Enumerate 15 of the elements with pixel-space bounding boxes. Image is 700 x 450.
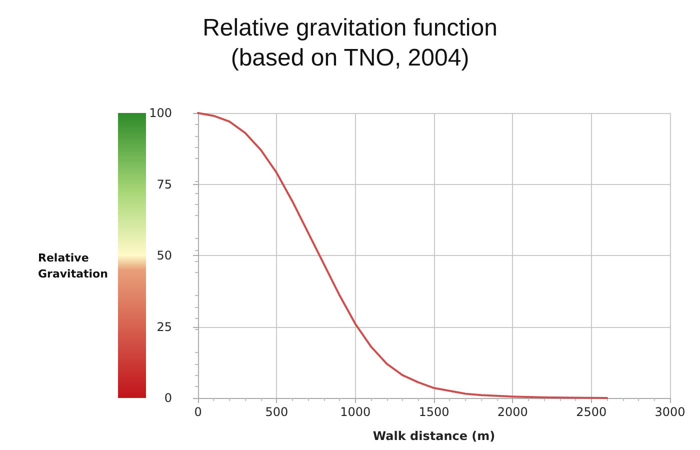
x-tick-label: 0: [194, 405, 202, 419]
x-tick-label: 1500: [418, 405, 450, 419]
y-tick-label: 100: [149, 106, 172, 120]
x-tick-label: 1000: [340, 405, 371, 419]
y-tick-label: 75: [156, 177, 172, 192]
y-tick-label: 0: [164, 391, 172, 405]
x-tick-label: 3000: [654, 405, 686, 419]
y-tick-label: 50: [156, 248, 172, 262]
x-tick-label: 500: [265, 405, 288, 419]
chart-title: Relative gravitation function (based on TNO, 2004): [202, 14, 498, 72]
y-tick-label: 25: [156, 320, 172, 334]
y-axis-title: Relative Gravitation: [38, 252, 108, 280]
x-tick-label: 2500: [576, 405, 607, 419]
x-axis-title: Walk distance (m): [372, 429, 496, 443]
x-tick-label: 2000: [497, 405, 528, 419]
